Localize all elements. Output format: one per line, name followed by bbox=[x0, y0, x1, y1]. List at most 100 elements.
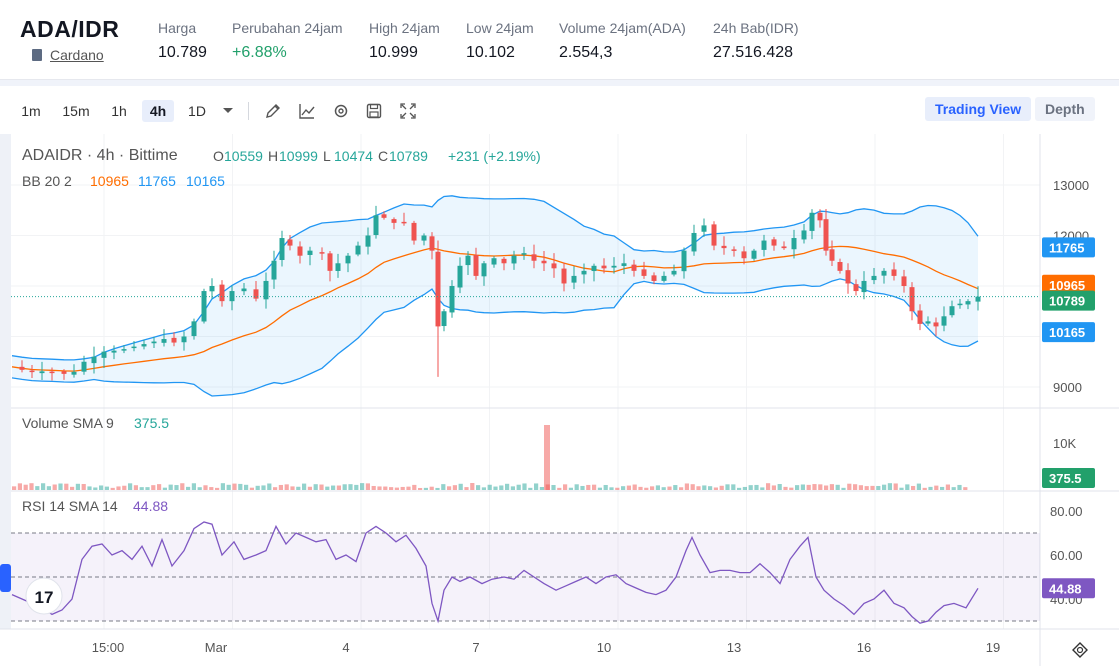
volume-bar bbox=[226, 484, 231, 490]
trading-view-button[interactable]: Trading View bbox=[925, 97, 1032, 121]
volume-bar bbox=[922, 487, 927, 490]
volume-bar bbox=[916, 483, 921, 490]
candle-body bbox=[741, 251, 747, 259]
candle-body bbox=[671, 270, 677, 275]
ohlc-value: 10474 bbox=[334, 148, 373, 164]
time-tick-label: 16 bbox=[857, 640, 871, 655]
volume-bar bbox=[505, 483, 510, 490]
volume-bar bbox=[389, 487, 394, 490]
volume-bar bbox=[220, 483, 225, 490]
interval-15m[interactable]: 15m bbox=[62, 103, 90, 119]
volume-bar bbox=[940, 486, 945, 490]
interval-4h[interactable]: 4h bbox=[142, 100, 174, 122]
volume-bar bbox=[499, 485, 504, 490]
price-badge-label: 10165 bbox=[1049, 325, 1085, 340]
volume-bar bbox=[818, 484, 823, 490]
stat-value: 10.102 bbox=[466, 44, 515, 61]
candle-body bbox=[121, 349, 127, 351]
candle-body bbox=[941, 316, 947, 326]
volume-bar bbox=[64, 483, 69, 490]
save-icon[interactable] bbox=[363, 100, 385, 122]
volume-bar bbox=[696, 486, 701, 490]
stat-label: Volume 24jam(ADA) bbox=[559, 20, 686, 36]
candle-body bbox=[501, 258, 507, 264]
price-badge bbox=[1042, 322, 1095, 343]
volume-bar bbox=[70, 486, 75, 490]
volume-bar bbox=[858, 485, 863, 490]
bollinger-lower-line bbox=[11, 278, 979, 397]
coin-link[interactable]: Cardano bbox=[32, 47, 104, 63]
bollinger-band-fill bbox=[12, 195, 978, 396]
volume-bar bbox=[133, 485, 138, 490]
chevron-down-icon[interactable] bbox=[217, 100, 239, 122]
candle-body bbox=[581, 270, 587, 275]
left-edge-strip bbox=[0, 134, 11, 629]
settings-icon[interactable] bbox=[1072, 642, 1088, 658]
time-tick-label: 15:00 bbox=[92, 640, 125, 655]
rsi-badge bbox=[1042, 578, 1095, 599]
candle-body bbox=[279, 238, 285, 261]
volume-bar bbox=[139, 487, 144, 490]
stat-perubahan-24jam: Perubahan 24jam +6.88% bbox=[232, 20, 343, 62]
tradingview-logo[interactable] bbox=[25, 577, 63, 615]
interval-1h[interactable]: 1h bbox=[111, 103, 127, 119]
volume-bar bbox=[592, 484, 597, 490]
volume-bar bbox=[255, 485, 260, 490]
price-badge bbox=[1042, 237, 1095, 258]
pencil-icon[interactable] bbox=[262, 100, 284, 122]
volume-bar bbox=[899, 487, 904, 490]
candle-body bbox=[571, 275, 577, 283]
volume-bar bbox=[46, 486, 51, 490]
volume-bar bbox=[41, 483, 46, 490]
volume-bar bbox=[563, 484, 568, 490]
stat-harga: Harga 10.789 bbox=[158, 20, 207, 62]
interval-1D[interactable]: 1D bbox=[188, 103, 206, 119]
volume-bar bbox=[75, 483, 80, 490]
volume-bar bbox=[191, 483, 196, 490]
volume-value: 375.5 bbox=[134, 415, 169, 431]
volume-bar bbox=[23, 484, 28, 490]
volume-bar bbox=[151, 485, 156, 490]
stat-label: High 24jam bbox=[369, 20, 440, 36]
volume-bar bbox=[911, 485, 916, 490]
candlestick-chart[interactable]: 1300012000110001000090001176510965107891… bbox=[0, 134, 1119, 666]
interval-1m[interactable]: 1m bbox=[21, 103, 41, 119]
volume-bar bbox=[719, 485, 724, 490]
pair-title: ADA/IDR bbox=[20, 16, 120, 42]
candle-body bbox=[381, 214, 387, 218]
volume-bar bbox=[516, 484, 521, 490]
candle-body bbox=[491, 258, 497, 265]
volume-badge-label: 375.5 bbox=[1049, 471, 1082, 486]
candle-body bbox=[901, 276, 907, 286]
depth-button[interactable]: Depth bbox=[1035, 97, 1095, 121]
candle-body bbox=[411, 222, 417, 241]
volume-bar bbox=[481, 487, 486, 490]
candle-body bbox=[91, 356, 97, 364]
volume-bar bbox=[418, 487, 423, 490]
volume-bar bbox=[800, 484, 805, 490]
line-chart-icon[interactable] bbox=[296, 100, 318, 122]
candle-body bbox=[401, 221, 407, 224]
candle-body bbox=[823, 219, 829, 251]
candle-body bbox=[441, 311, 447, 327]
ticker-header: ADA/IDR Cardano Harga 10.789 Perubahan 24j… bbox=[0, 0, 1119, 80]
candle-body bbox=[151, 341, 157, 344]
candle-body bbox=[131, 346, 137, 349]
ohlc-value: 10559 bbox=[224, 148, 263, 164]
candle-body bbox=[909, 287, 915, 312]
ohlc-key: L bbox=[323, 148, 331, 164]
fullscreen-icon[interactable] bbox=[397, 100, 419, 122]
volume-bar bbox=[336, 485, 341, 490]
volume-bar bbox=[17, 483, 22, 490]
volume-bar bbox=[957, 484, 962, 490]
volume-bar bbox=[621, 486, 626, 490]
candle-body bbox=[161, 339, 167, 343]
scroll-handle[interactable] bbox=[0, 564, 11, 592]
gear-icon[interactable] bbox=[330, 100, 352, 122]
volume-bar bbox=[864, 486, 869, 490]
candle-body bbox=[271, 260, 277, 280]
candle-body bbox=[111, 350, 117, 353]
candle-body bbox=[731, 249, 737, 251]
candle-body bbox=[541, 260, 547, 264]
volume-bar bbox=[400, 486, 405, 490]
